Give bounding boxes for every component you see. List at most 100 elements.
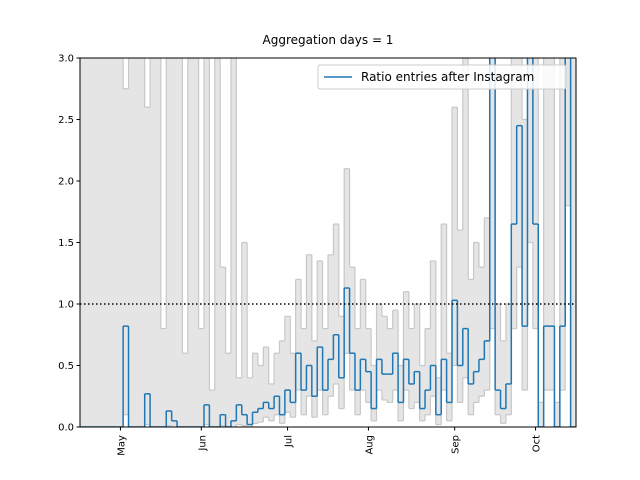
band-segment (241, 242, 248, 426)
band-segment (112, 58, 119, 427)
legend: Ratio entries after Instagram (317, 64, 567, 90)
band-segment (484, 217, 491, 391)
band-segment (123, 88, 129, 415)
axes: 0.0 0.5 1.0 1.5 2.0 2.5 3.0 May Jun Jul Aug Sep Oct (58, 54, 577, 456)
band-segment (279, 340, 286, 424)
band-segment (500, 340, 507, 424)
band-segment (322, 328, 329, 415)
band-segment (247, 377, 253, 427)
band-segment (198, 328, 205, 427)
band-segment (144, 107, 151, 425)
band-segment (263, 347, 269, 418)
band-segment (101, 58, 108, 427)
band-segment (392, 310, 399, 391)
y-tick-label: 0.0 (58, 423, 74, 434)
band-segment (349, 267, 356, 391)
band-segment (511, 58, 517, 329)
band-segment (182, 353, 189, 427)
band-segment (177, 58, 183, 427)
band-segment (419, 365, 426, 421)
band-segment (187, 58, 194, 427)
band-segment (311, 340, 318, 418)
y-tick-label: 2.5 (58, 115, 74, 126)
band-segment (495, 304, 501, 415)
x-tick-label: Oct (532, 435, 543, 452)
band-segment (435, 377, 442, 425)
band-segment (473, 242, 480, 403)
x-tick-label: Jul (284, 435, 295, 448)
y-tick-label: 1.0 (58, 300, 74, 311)
band-segment (193, 58, 199, 427)
band-segment (371, 365, 377, 421)
band-segment (257, 365, 264, 423)
band-segment (328, 254, 334, 397)
band-segment (522, 119, 528, 391)
band-segment (344, 168, 350, 354)
band-segment (106, 58, 113, 427)
band-segment (457, 230, 464, 403)
band-segment (214, 58, 221, 427)
band-segment (543, 58, 550, 391)
band-segment (171, 58, 178, 427)
band-segment (462, 58, 469, 378)
band-segment (505, 304, 512, 415)
band-segment (317, 260, 323, 391)
band-segment (252, 353, 259, 424)
band-segment (80, 58, 86, 427)
band-segment (85, 58, 92, 427)
band-segment (301, 328, 307, 415)
x-tick-label: Jun (197, 435, 208, 452)
band-segment (446, 353, 453, 421)
band-segment (532, 58, 539, 329)
band-segment (290, 353, 296, 418)
y-tick-label: 2.0 (58, 177, 74, 188)
band-segment (306, 254, 313, 397)
band-segment (160, 328, 167, 427)
band-segment (354, 328, 361, 415)
band-segment (204, 58, 210, 425)
band-segment (441, 224, 447, 391)
legend-box (317, 64, 567, 90)
band-segment (559, 58, 566, 391)
band-segment (430, 260, 437, 397)
chart-title: Aggregation days = 1 (263, 33, 394, 47)
band-segment (570, 58, 576, 427)
band-segment (376, 304, 383, 391)
band-segment (268, 383, 275, 421)
x-tick-label: Aug (364, 435, 375, 455)
band-segment (478, 267, 485, 397)
band-segment (230, 58, 237, 427)
band-segment (338, 316, 345, 409)
band-segment (516, 58, 523, 268)
band-segment (90, 58, 97, 427)
band-segment (133, 58, 140, 427)
plot-area (80, 58, 576, 427)
band-segment (554, 402, 561, 427)
band-segment (408, 328, 415, 409)
band-segment (360, 279, 367, 391)
band-segment (295, 279, 302, 391)
legend-label: Ratio entries after Instagram (361, 70, 534, 84)
band-segment (489, 58, 496, 329)
band-segment (403, 291, 410, 391)
band-segment (139, 58, 145, 427)
band-segment (128, 58, 135, 427)
band-segment (365, 328, 372, 403)
band-segment (527, 58, 534, 243)
band-segment (209, 390, 216, 427)
band-segment (387, 328, 393, 403)
band-segment (468, 279, 474, 415)
band-segment (549, 58, 555, 391)
band-segment (381, 316, 388, 400)
y-tick-label: 1.5 (58, 238, 74, 249)
x-tick-label: May (116, 435, 127, 456)
band-segment (166, 58, 172, 426)
band-segment (117, 58, 124, 427)
band-segment (284, 316, 291, 413)
band-segment (225, 353, 232, 427)
y-tick-label: 0.5 (58, 361, 74, 372)
band-segment (96, 58, 102, 427)
band-segment (150, 58, 156, 427)
band-segment (398, 365, 404, 421)
band-segment (155, 58, 162, 427)
